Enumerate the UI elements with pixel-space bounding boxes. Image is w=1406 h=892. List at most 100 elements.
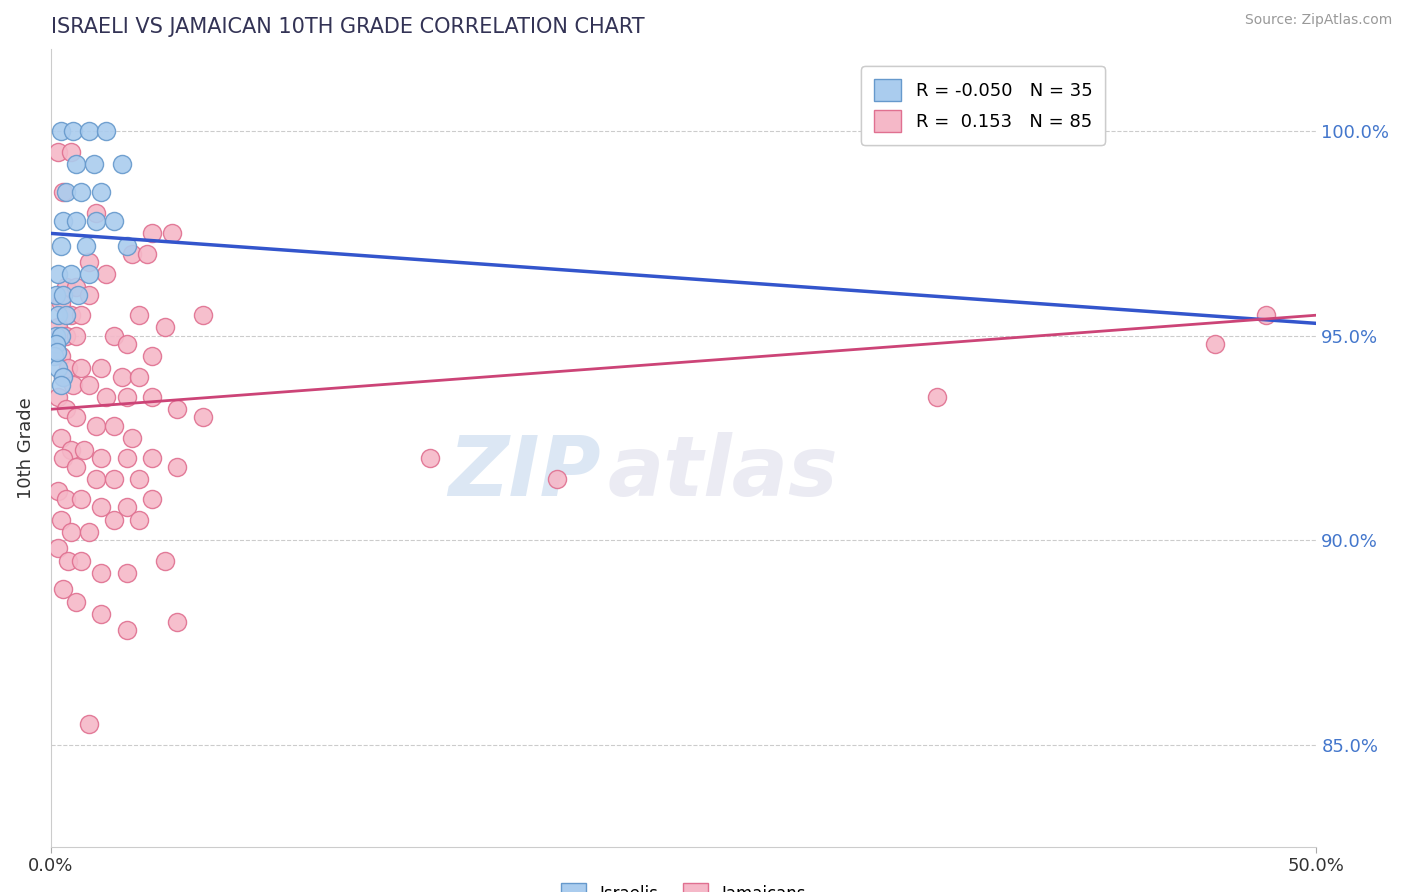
Point xyxy=(160,227,183,241)
Point xyxy=(46,320,69,334)
Point xyxy=(45,336,67,351)
Point xyxy=(55,308,77,322)
Point xyxy=(128,513,150,527)
Point xyxy=(46,361,69,376)
Point xyxy=(70,492,93,507)
Point xyxy=(52,369,75,384)
Point xyxy=(49,238,72,252)
Point xyxy=(70,553,93,567)
Point xyxy=(96,268,118,282)
Point xyxy=(49,349,72,363)
Point xyxy=(141,390,163,404)
Point xyxy=(110,157,132,171)
Point xyxy=(90,607,112,621)
Point xyxy=(62,377,84,392)
Point xyxy=(77,255,100,269)
Point xyxy=(49,431,72,445)
Point xyxy=(65,594,87,608)
Point xyxy=(115,390,138,404)
Point xyxy=(153,320,176,334)
Point xyxy=(46,308,69,322)
Point xyxy=(59,443,82,458)
Point xyxy=(52,369,75,384)
Point xyxy=(49,513,72,527)
Point xyxy=(46,145,69,159)
Point xyxy=(75,238,97,252)
Point xyxy=(70,186,93,200)
Point xyxy=(55,328,77,343)
Point xyxy=(44,349,66,363)
Point xyxy=(77,268,100,282)
Point xyxy=(72,443,94,458)
Point xyxy=(141,451,163,466)
Point xyxy=(1204,336,1226,351)
Point xyxy=(49,377,72,392)
Point xyxy=(77,524,100,539)
Point xyxy=(49,328,72,343)
Point xyxy=(121,431,143,445)
Point xyxy=(141,492,163,507)
Point xyxy=(546,472,568,486)
Point xyxy=(103,214,125,228)
Point xyxy=(128,369,150,384)
Point xyxy=(52,582,75,597)
Point xyxy=(115,336,138,351)
Point xyxy=(115,238,138,252)
Point xyxy=(84,214,107,228)
Point xyxy=(1254,308,1277,322)
Point xyxy=(77,287,100,301)
Point xyxy=(45,328,67,343)
Point xyxy=(103,418,125,433)
Point xyxy=(46,484,69,499)
Point xyxy=(761,860,783,874)
Point xyxy=(62,124,84,138)
Point xyxy=(90,361,112,376)
Point xyxy=(59,524,82,539)
Point xyxy=(58,361,80,376)
Point xyxy=(46,390,69,404)
Point xyxy=(128,308,150,322)
Point xyxy=(65,279,87,293)
Point xyxy=(90,186,112,200)
Point xyxy=(166,459,188,474)
Point xyxy=(77,717,100,731)
Point xyxy=(135,247,157,261)
Point xyxy=(45,287,67,301)
Point xyxy=(49,124,72,138)
Point xyxy=(52,451,75,466)
Point xyxy=(121,247,143,261)
Point xyxy=(65,410,87,425)
Point xyxy=(83,157,105,171)
Point xyxy=(90,566,112,580)
Point xyxy=(65,328,87,343)
Point xyxy=(67,287,90,301)
Point xyxy=(77,124,100,138)
Point xyxy=(166,615,188,629)
Point xyxy=(46,345,69,359)
Legend: R = -0.050   N = 35, R =  0.153   N = 85: R = -0.050 N = 35, R = 0.153 N = 85 xyxy=(862,66,1105,145)
Point xyxy=(110,369,132,384)
Y-axis label: 10th Grade: 10th Grade xyxy=(17,397,35,499)
Point xyxy=(65,214,87,228)
Point xyxy=(49,296,72,310)
Point xyxy=(925,390,948,404)
Point xyxy=(55,279,77,293)
Point xyxy=(52,214,75,228)
Point xyxy=(90,451,112,466)
Point xyxy=(84,472,107,486)
Point xyxy=(115,623,138,637)
Point xyxy=(52,287,75,301)
Point xyxy=(59,145,82,159)
Point xyxy=(65,157,87,171)
Point xyxy=(115,566,138,580)
Point xyxy=(70,361,93,376)
Point xyxy=(59,308,82,322)
Point xyxy=(77,377,100,392)
Point xyxy=(96,124,118,138)
Point xyxy=(153,553,176,567)
Point xyxy=(52,186,75,200)
Point xyxy=(55,402,77,417)
Point xyxy=(103,472,125,486)
Text: ZIP: ZIP xyxy=(449,432,602,513)
Point xyxy=(103,328,125,343)
